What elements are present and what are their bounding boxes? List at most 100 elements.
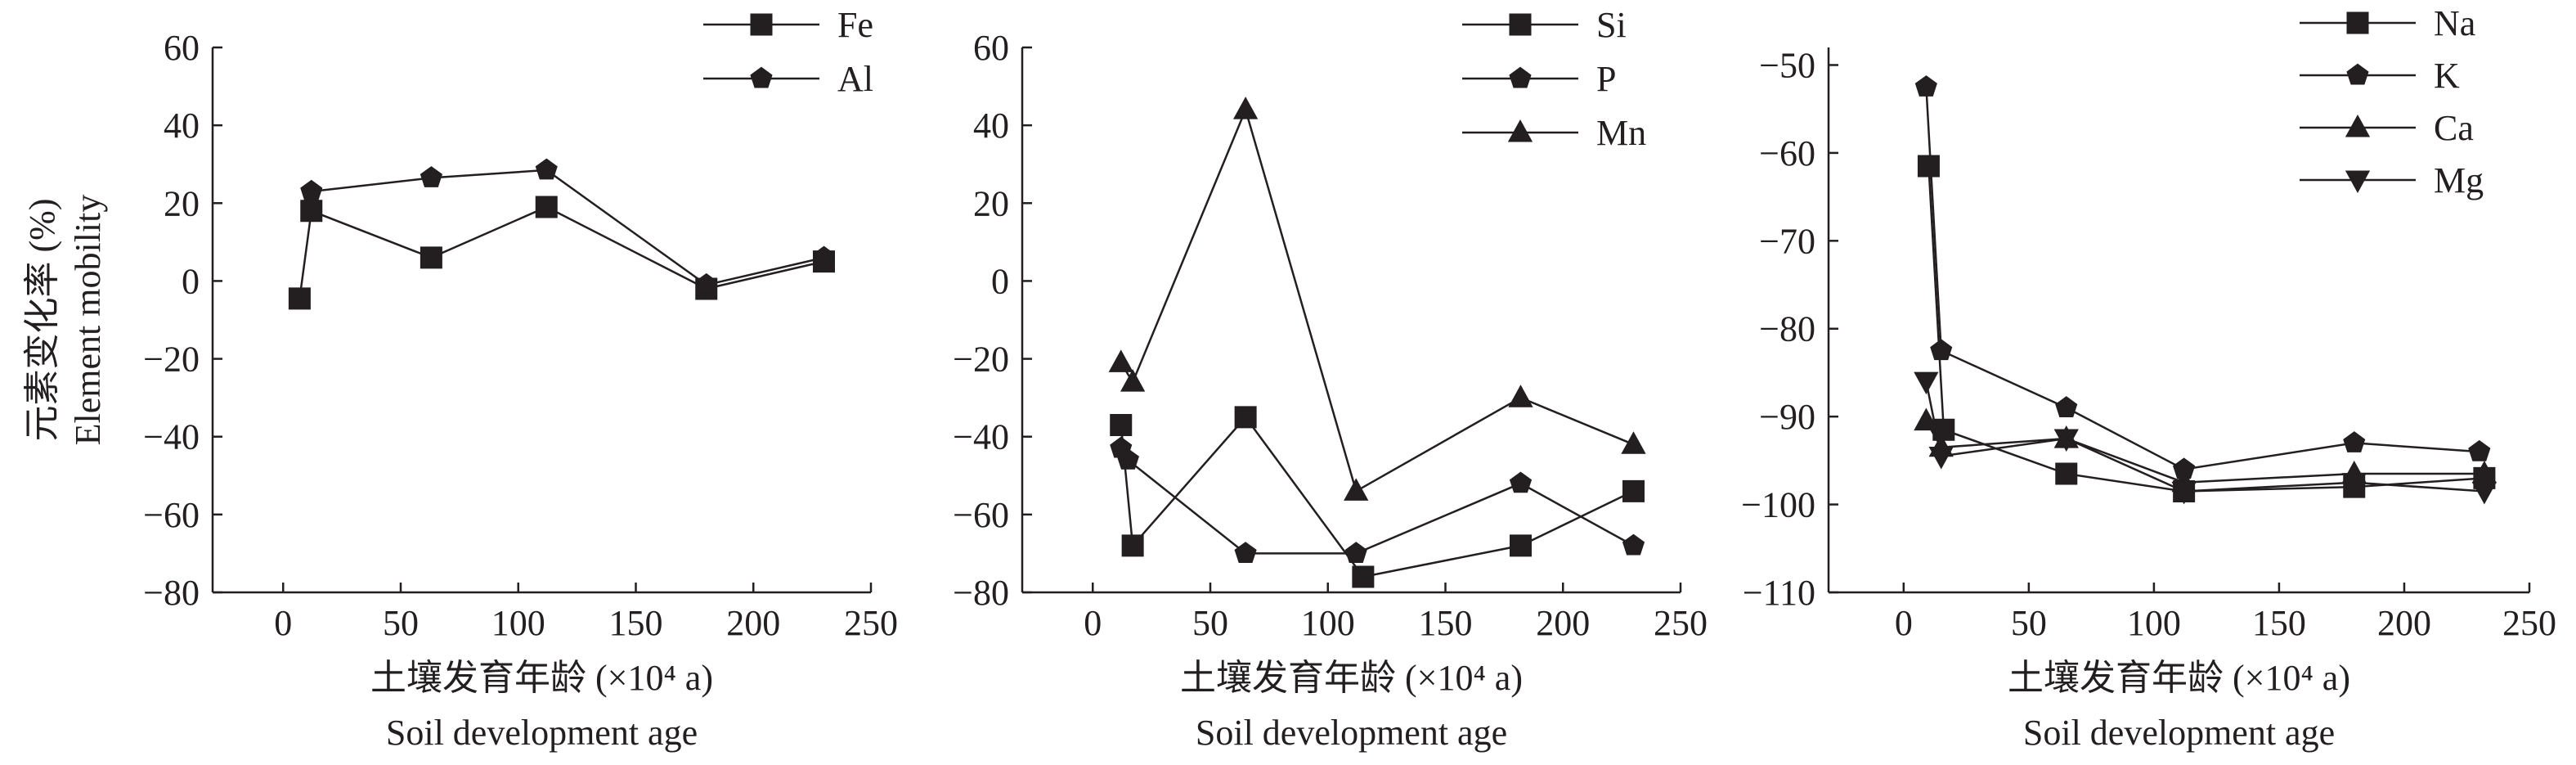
y-tick-label: −90	[1759, 397, 1815, 437]
y-tick-label: −60	[143, 495, 200, 535]
data-point-p	[1344, 542, 1367, 563]
x-tick-label: 200	[1536, 603, 1590, 643]
data-point-p	[1509, 471, 1533, 493]
legend-label-k: K	[2434, 56, 2460, 96]
y-tick-label: −80	[143, 573, 200, 613]
x-axis-title-en: Soil development age	[386, 713, 698, 753]
y-tick-label: 20	[973, 183, 1009, 223]
legend-marker-si	[1509, 13, 1532, 36]
data-point-si	[1110, 413, 1133, 436]
legend-marker-fe	[750, 13, 773, 36]
y-tick-label: −110	[1743, 573, 1815, 613]
legend-marker-mg	[2345, 170, 2371, 193]
legend-label-fe: Fe	[837, 5, 873, 45]
data-point-al	[420, 166, 442, 187]
y-axis-title-cn: 元素变化率 (%)	[22, 199, 62, 442]
y-tick-label: 0	[182, 261, 200, 301]
legend-label-mg: Mg	[2434, 160, 2484, 200]
data-point-si	[1510, 534, 1532, 557]
data-point-k	[2343, 431, 2366, 452]
y-tick-label: −80	[953, 573, 1009, 613]
x-tick-label: 150	[609, 603, 663, 643]
data-point-mn	[1232, 97, 1259, 119]
legend-label-al: Al	[837, 59, 873, 99]
legend-label-mn: Mn	[1596, 113, 1646, 153]
data-point-si	[1234, 406, 1257, 429]
data-point-al	[695, 272, 718, 295]
series-line-p	[1120, 448, 1635, 555]
legend-marker-al	[750, 66, 773, 88]
data-point-p	[1622, 533, 1645, 556]
x-tick-label: 0	[1895, 603, 1913, 643]
x-tick-label: 50	[1192, 603, 1228, 643]
x-axis-title-en: Soil development age	[1196, 713, 1507, 753]
y-tick-label: −50	[1759, 45, 1815, 85]
data-point-na	[1917, 155, 1940, 178]
y-tick-label: 20	[164, 183, 200, 223]
x-axis-title-cn: 土壤发育年龄 (×10⁴ a)	[2008, 658, 2350, 698]
data-point-k	[1930, 339, 1953, 361]
panel-na-k-ca-mg: −110 −100 −90 −80 −70 −60 −50 0 50 100 150 200 250 土壤…	[1741, 3, 2556, 753]
legend-label-si: Si	[1596, 5, 1627, 45]
legend-label-p: P	[1596, 59, 1616, 99]
x-tick-label: 250	[844, 603, 898, 643]
panel-fe-al: −80 −60 −40 −20 0 20 40 60 0 50 100 150 200 250 土壤发育年龄…	[22, 5, 898, 753]
data-point-k	[1914, 75, 1937, 97]
data-point-mn	[1621, 431, 1646, 454]
legend-label-na: Na	[2434, 3, 2475, 43]
data-point-mn	[1508, 385, 1533, 407]
y-tick-label: −60	[953, 495, 1009, 535]
data-point-si	[1121, 534, 1144, 557]
y-tick-label: 40	[973, 106, 1009, 146]
y-tick-label: 0	[991, 261, 1009, 301]
data-point-mg	[2171, 481, 2197, 505]
y-tick-label: −100	[1741, 485, 1815, 525]
x-tick-label: 150	[2252, 603, 2306, 643]
x-tick-label: 50	[383, 603, 419, 643]
x-tick-label: 0	[274, 603, 292, 643]
y-tick-label: 60	[973, 28, 1009, 68]
legend-marker-mn	[1507, 119, 1533, 142]
series-line-ca	[1925, 420, 2484, 484]
legend-marker-p	[1509, 66, 1532, 88]
y-axis-title-en: Element mobility	[68, 195, 108, 446]
x-tick-label: 100	[2127, 603, 2181, 643]
series-line-al	[311, 169, 824, 286]
y-tick-label: −70	[1759, 221, 1815, 261]
data-point-ca	[1914, 407, 1939, 431]
data-point-fe	[535, 196, 558, 218]
data-point-mn	[1344, 478, 1369, 501]
data-point-mn	[1108, 349, 1133, 372]
y-tick-label: −40	[143, 417, 200, 457]
data-point-k	[2055, 396, 2078, 417]
data-point-al	[535, 158, 558, 180]
x-tick-label: 50	[2011, 603, 2047, 643]
x-tick-label: 200	[726, 603, 780, 643]
x-axis-title-cn: 土壤发育年龄 (×10⁴ a)	[1180, 658, 1523, 698]
data-point-mn	[1120, 369, 1146, 392]
x-tick-label: 250	[2502, 603, 2556, 643]
data-point-mg	[2053, 429, 2079, 452]
data-point-al	[812, 245, 836, 268]
x-axis-title-cn: 土壤发育年龄 (×10⁴ a)	[370, 658, 713, 698]
x-tick-label: 150	[1419, 603, 1473, 643]
data-point-mg	[2471, 481, 2497, 505]
data-point-mg	[1914, 371, 1939, 395]
series-line-fe	[298, 205, 824, 299]
legend-marker-ca	[2345, 115, 2371, 137]
y-tick-label: −60	[1759, 133, 1815, 173]
y-tick-label: −80	[1759, 309, 1815, 349]
y-tick-label: 60	[164, 28, 200, 68]
x-tick-label: 100	[491, 603, 545, 643]
data-point-si	[1622, 479, 1645, 502]
panel-si-p-mn: −80 −60 −40 −20 0 20 40 60 0 50 100 150 200 250 土壤发育年龄…	[953, 5, 1708, 753]
data-point-na	[2055, 462, 2078, 485]
series-line-mg	[1925, 380, 2484, 493]
data-point-fe	[300, 200, 323, 223]
legend-label-ca: Ca	[2434, 108, 2474, 148]
series-line-mn	[1120, 106, 1634, 493]
data-point-p	[1116, 448, 1139, 470]
y-tick-label: −20	[143, 340, 200, 380]
data-point-k	[2468, 439, 2491, 461]
